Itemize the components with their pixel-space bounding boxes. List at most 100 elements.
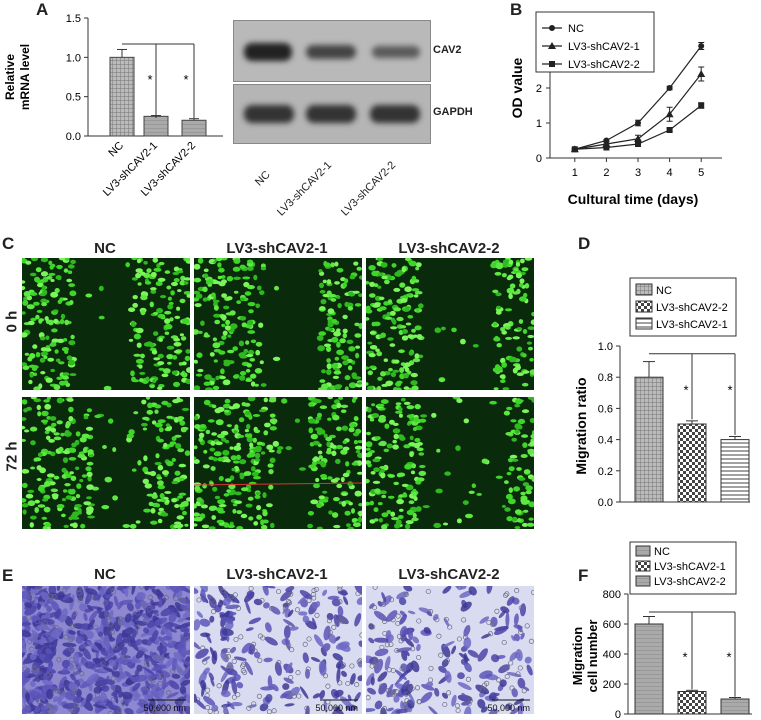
b-xtick-label: 1 [572,167,578,179]
wound-col-sh2: LV3-shCAV2-2 [398,240,500,257]
b-ytick-label: 1 [536,118,542,130]
blot-lane-sh1: LV3-shCAV2-1 [275,159,335,219]
b-legend-label: LV3-shCAV2-1 [568,41,640,53]
wound-cells-svg [194,397,362,529]
b-point [666,85,673,91]
b-ytick-label: 0 [536,153,542,165]
wound-cells-svg [366,397,534,529]
d-legend-label: LV3-shCAV2-2 [656,302,728,314]
f-sig-star: * [726,650,731,665]
wound-cells-svg [194,258,362,390]
transwell-col-nc: NC [94,566,116,583]
d-ytick-label: 0.8 [598,372,613,384]
wound-image-tile [366,397,534,529]
b-ylabel: OD value [509,57,525,118]
a-category-label: NC [106,140,126,160]
scale-bar-label: 50,000 nm [315,703,358,713]
d-sig-star: * [683,382,688,397]
f-ylabel-2: cell number [585,620,600,693]
transwell-image-tile: 50,000 nm [194,586,362,714]
a-ytick-label: 1.5 [66,13,81,25]
transwell-image-tile: 50,000 nm [22,586,190,714]
d-legend-swatch [635,300,653,313]
wound-image-tile [22,397,190,529]
b-point [665,110,674,118]
f-legend-swatch [635,575,651,587]
f-ytick-label: 400 [603,649,621,661]
transwell-col-sh2: LV3-shCAV2-2 [398,566,500,583]
panel-letter-f: F [578,566,589,585]
wound-image-tile [194,397,362,529]
b-ytick-label: 2 [536,83,542,95]
wound-row-72h: 72 h [3,441,21,472]
d-bar [677,423,707,503]
b-point [634,134,642,142]
a-ytick-label: 0.5 [66,92,81,104]
f-ytick-label: 0 [615,709,621,720]
b-point [571,146,578,153]
blot-lane-sh2: LV3-shCAV2-2 [339,159,399,219]
transwell-cells-svg [22,586,190,714]
a-ylabel-2: mRNA level [18,44,32,110]
f-sig-star: * [682,650,687,665]
western-blot: CAV2 GAPDH NC LV3-shCAV2-1 LV3-shCAV2-2 [233,20,473,220]
transwell-image-tile: 50,000 nm [366,586,534,714]
scale-bar-label: 50,000 nm [143,703,186,713]
blot-band-cav2 [233,20,431,82]
b-point [603,144,610,151]
b-point [635,120,641,126]
d-bar [634,376,664,503]
b-point [697,70,706,77]
a-bar [181,119,207,137]
b-legend-label: NC [568,23,584,35]
a-sig-star: * [147,72,152,87]
d-sig-star: * [727,382,732,397]
a-bar [109,56,135,137]
blot-band-gapdh [233,84,431,144]
panel-letter-d: D [578,234,591,253]
b-xtick-label: 5 [698,167,704,179]
a-ylabel-1: Relative [3,54,17,100]
panel-letter-a: A [36,0,49,19]
f-legend-swatch [635,545,651,557]
f-ytick-label: 600 [603,619,621,631]
f-bar [720,698,750,715]
chart-b-od-line: 0123412345Cultural time (days)OD valueNC… [509,11,722,207]
blot-label-cav2: CAV2 [433,44,462,56]
wound-image-tile [366,258,534,390]
b-point [666,127,673,133]
f-legend-swatch [635,560,651,572]
f-bar [677,691,707,715]
d-legend-label: LV3-shCAV2-1 [656,319,728,331]
a-bar [143,115,169,137]
b-legend-box [535,11,655,73]
blot-label-gapdh: GAPDH [433,106,473,118]
scale-bar-label: 50,000 nm [487,703,530,713]
a-ytick-label: 1.0 [66,52,81,64]
d-ytick-label: 1.0 [598,341,613,353]
b-legend-label: LV3-shCAV2-2 [568,59,640,71]
b-point [635,141,641,147]
panel-letter-e: E [2,566,14,585]
wound-col-nc: NC [94,240,116,257]
wound-cells-svg [22,258,190,390]
d-ytick-label: 0.0 [598,497,613,509]
b-point [698,43,705,49]
a-sig-star: * [183,72,188,87]
b-legend-marker [548,42,556,49]
b-xtick-label: 3 [635,167,641,179]
panel-letter-b: B [510,0,523,19]
transwell-col-sh1: LV3-shCAV2-1 [226,566,328,583]
blot-lane-nc: NC [253,168,273,189]
chart-d-migration-ratio: 0.0 0.2 0.4 0.6 0.8 1.0 Migration ratio * * NC LV3… [573,277,750,509]
d-legend-label: NC [656,285,672,297]
d-ytick-label: 0.2 [598,466,613,478]
f-ytick-label: 800 [603,589,621,601]
d-legend-swatch [635,283,653,296]
b-xtick-label: 4 [667,167,673,179]
d-ylabel: Migration ratio [573,377,589,474]
d-ytick-label: 0.4 [598,435,613,447]
wound-cells-svg [22,397,190,529]
f-legend-label: NC [654,546,670,558]
transwell-cells-svg [194,586,362,714]
